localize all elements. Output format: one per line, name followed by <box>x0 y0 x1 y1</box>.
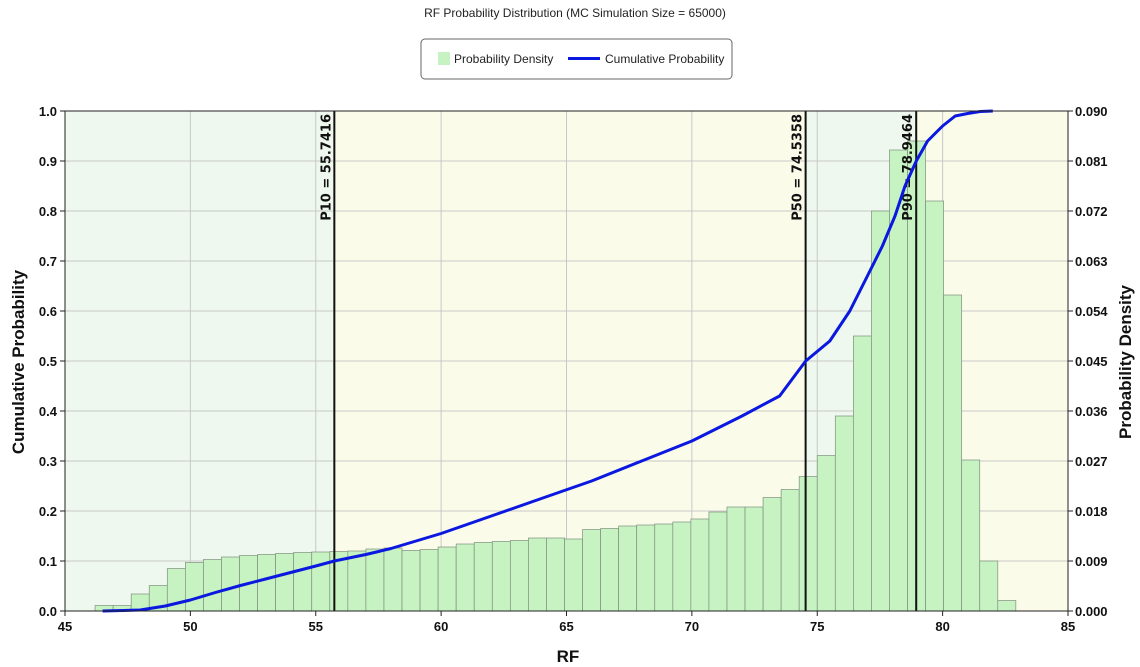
y-right-tick-label-5: 0.045 <box>1075 354 1108 369</box>
x-tick-label-5: 70 <box>685 619 699 634</box>
y-left-tick-label-6: 0.6 <box>39 304 57 319</box>
histogram-bar <box>437 546 457 612</box>
histogram-bar <box>528 537 547 612</box>
histogram-bar <box>871 210 890 612</box>
x-axis-ticks: 45 50 55 60 65 70 75 80 85 <box>58 611 1075 634</box>
y-axis-left-ticks: 0.0 0.1 0.2 0.3 0.4 0.5 0.6 0.7 0.8 0.9 1.0 <box>39 104 65 619</box>
histogram-bar <box>925 200 944 612</box>
histogram-bar <box>834 415 854 612</box>
histogram-bar <box>221 556 240 612</box>
legend-label-density: Probability Density <box>454 52 553 66</box>
x-tick-label-2: 55 <box>309 619 323 634</box>
histogram-bar <box>203 559 222 612</box>
histogram-bar <box>726 506 746 612</box>
y-left-tick-label-7: 0.7 <box>39 254 57 269</box>
histogram-bar <box>546 537 565 612</box>
y-right-tick-label-2: 0.018 <box>1075 504 1108 519</box>
legend-swatch-density <box>438 52 450 65</box>
histogram-bar <box>455 543 475 612</box>
histogram-bar <box>672 521 692 612</box>
y-left-tick-label-3: 0.3 <box>39 454 57 469</box>
histogram-bar <box>816 455 836 612</box>
histogram-bar <box>654 523 674 612</box>
histogram-bar <box>997 600 1017 612</box>
y-right-tick-label-7: 0.063 <box>1075 254 1108 269</box>
y-left-tick-label-0: 0.0 <box>39 604 57 619</box>
y-axis-right-ticks: 0.000 0.009 0.018 0.027 0.036 0.045 0.054 0.063… <box>1068 104 1108 619</box>
percentile-label-0: P10 = 55.7416 <box>319 114 334 221</box>
histogram-bar <box>383 547 403 612</box>
y-left-tick-label-1: 0.1 <box>39 554 57 569</box>
histogram-bar <box>347 550 367 612</box>
histogram-bar <box>564 538 583 612</box>
y-right-tick-label-3: 0.027 <box>1075 454 1108 469</box>
x-tick-label-7: 80 <box>935 619 949 634</box>
y-right-tick-label-4: 0.036 <box>1075 404 1108 419</box>
y-left-tick-label-2: 0.2 <box>39 504 57 519</box>
histogram-bar <box>311 551 331 612</box>
x-tick-label-6: 75 <box>810 619 824 634</box>
chart-title: RF Probability Distribution (MC Simulati… <box>424 6 726 20</box>
histogram-bar <box>618 525 638 612</box>
percentile-label-1: P50 = 74.5358 <box>791 114 806 221</box>
histogram-bar <box>690 518 710 612</box>
y-right-tick-label-9: 0.081 <box>1075 154 1108 169</box>
histogram-bar <box>943 294 963 612</box>
y-left-tick-label-10: 1.0 <box>39 104 57 119</box>
histogram-bar <box>257 554 276 612</box>
histogram-bar <box>762 497 782 612</box>
histogram-bar <box>582 529 601 612</box>
histogram-bar <box>509 540 529 612</box>
x-tick-label-4: 65 <box>559 619 573 634</box>
x-tick-label-1: 50 <box>183 619 197 634</box>
histogram-bar <box>401 550 421 612</box>
histogram-bar <box>185 562 204 612</box>
histogram-bar <box>473 542 493 612</box>
y-axis-right-label: Probability Density <box>1116 284 1135 439</box>
histogram-bar <box>798 476 818 612</box>
y-right-tick-label-0: 0.000 <box>1075 604 1108 619</box>
y-right-tick-label-1: 0.009 <box>1075 554 1108 569</box>
histogram-bar <box>491 541 511 612</box>
y-right-tick-label-6: 0.054 <box>1075 304 1108 319</box>
histogram-bar <box>979 560 999 612</box>
x-tick-label-8: 85 <box>1061 619 1075 634</box>
percentile-lines: P10 = 55.7416 P50 = 74.5358 P90 = 78.9464 <box>319 111 918 611</box>
histogram-bar <box>636 524 656 612</box>
x-axis-label: RF <box>557 647 580 666</box>
histogram-bar <box>708 511 728 612</box>
y-left-tick-label-5: 0.5 <box>39 354 57 369</box>
histogram-bar <box>600 528 620 612</box>
histogram-bar <box>744 506 764 612</box>
x-tick-label-3: 60 <box>434 619 448 634</box>
legend: Probability Density Cumulative Probabili… <box>420 38 733 80</box>
histogram-bar <box>365 548 385 612</box>
y-right-tick-label-8: 0.072 <box>1075 204 1108 219</box>
legend-label-cumulative: Cumulative Probability <box>605 52 724 66</box>
percentile-label-2: P90 = 78.9464 <box>901 114 916 221</box>
histogram-bars <box>94 140 1017 612</box>
histogram-bar <box>961 459 981 612</box>
histogram-bar <box>853 335 872 612</box>
y-left-tick-label-9: 0.9 <box>39 154 57 169</box>
x-tick-label-0: 45 <box>58 619 72 634</box>
histogram-bar <box>419 549 439 612</box>
histogram-bar <box>275 553 295 612</box>
histogram-bar <box>293 552 313 612</box>
cumulative-probability-line <box>102 109 993 613</box>
y-left-tick-label-8: 0.8 <box>39 204 57 219</box>
y-left-tick-label-4: 0.4 <box>39 404 58 419</box>
y-axis-left-label: Cumulative Probability <box>9 269 28 454</box>
histogram-bar <box>780 489 800 612</box>
y-right-tick-label-10: 0.090 <box>1075 104 1108 119</box>
